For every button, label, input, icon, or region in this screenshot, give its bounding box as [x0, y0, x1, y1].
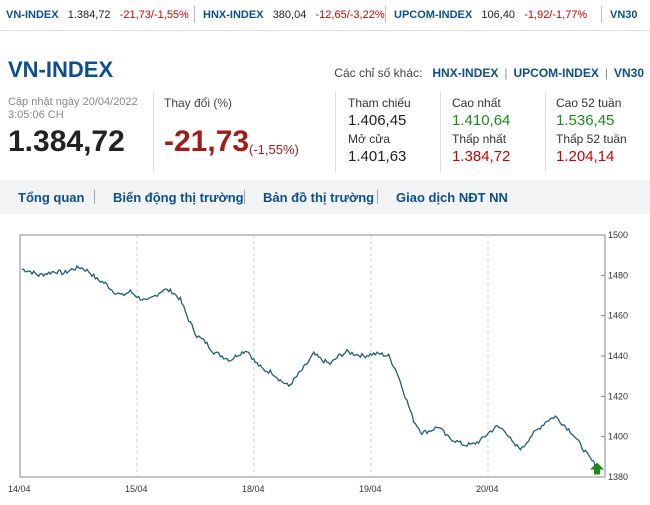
tab-market-map[interactable]: Bản đồ thị trường: [263, 190, 375, 205]
x-tick-label: 15/04: [125, 484, 148, 494]
stat-value: 1.204,14: [556, 148, 615, 165]
tab-divider: [94, 190, 95, 204]
last-point-arrow-icon: [590, 462, 604, 475]
stat-label: Thấp nhất: [452, 132, 507, 146]
update-clock: 3:05:06 CH: [8, 109, 64, 121]
index-change: -21,73: [164, 125, 250, 158]
x-tick-label: 18/04: [242, 484, 265, 494]
divider: [153, 92, 154, 172]
plot-frame: [19, 234, 606, 478]
other-indices: Các chỉ số khác: HNX-INDEX | UPCOM-INDEX | V…: [334, 66, 644, 80]
stat-high: Cao nhất 1.410,64: [452, 96, 510, 129]
ticker-divider: [601, 6, 602, 23]
link-divider: |: [504, 66, 508, 80]
divider: [440, 92, 441, 172]
ticker-price: 380,04: [272, 9, 307, 21]
update-date: Cập nhật ngày 20/04/2022: [8, 96, 138, 108]
stat-low-52w: Thấp 52 tuần 1.204,14: [556, 132, 627, 165]
tab-bar: Tổng quan Biến động thị trường Bản đồ th…: [0, 180, 650, 214]
index-change-percent: (-1,55%): [249, 142, 299, 157]
y-tick-label: 1420: [608, 391, 628, 401]
x-tick-label: 19/04: [359, 484, 382, 494]
stat-label: Mở cửa: [348, 132, 390, 146]
index-line: [21, 264, 598, 468]
stat-value: 1.406,45: [348, 112, 407, 129]
page-title: VN-INDEX: [8, 57, 114, 82]
link-upcom-index[interactable]: UPCOM-INDEX: [513, 66, 599, 80]
ticker-change: -1,92/-1,77%: [524, 9, 588, 21]
tab-divider: [244, 190, 245, 204]
index-value: 1.384,72: [8, 125, 125, 158]
tab-foreign-trading[interactable]: Giao dịch NĐT NN: [396, 190, 508, 205]
stat-low: Thấp nhất 1.384,72: [452, 132, 510, 165]
y-tick-label: 1440: [608, 351, 628, 361]
link-vn30[interactable]: VN30: [613, 66, 644, 80]
ticker-change: -21,73/-1,55%: [119, 9, 189, 21]
link-divider: |: [604, 66, 608, 80]
index-ticker: VN-INDEX 1.384,72 -21,73/-1,55% HNX-INDE…: [0, 0, 650, 31]
divider: [335, 92, 336, 172]
change-label: Thay đổi (%): [164, 96, 233, 110]
stat-high-52w: Cao 52 tuần 1.536,45: [556, 96, 621, 129]
stat-reference: Tham chiếu 1.406,45: [348, 96, 411, 129]
ticker-change: -12,65/-3,22%: [315, 9, 385, 21]
y-tick-label: 1460: [608, 311, 628, 321]
y-tick-label: 1480: [608, 270, 628, 280]
ticker-item-vnindex[interactable]: VN-INDEX 1.384,72 -21,73/-1,55%: [6, 9, 189, 21]
ticker-name: VN30: [610, 9, 638, 21]
ticker-item-upcomindex[interactable]: UPCOM-INDEX 106,40 -1,92/-1,77%: [394, 9, 587, 21]
ticker-name: HNX-INDEX: [203, 9, 264, 21]
stat-label: Cao 52 tuần: [556, 96, 622, 110]
y-tick-label: 1500: [608, 230, 628, 240]
other-indices-label: Các chỉ số khác:: [334, 66, 423, 80]
stat-value: 1.384,72: [452, 148, 511, 165]
ticker-price: 106,40: [481, 9, 516, 21]
ticker-item-hnxindex[interactable]: HNX-INDEX 380,04 -12,65/-3,22%: [203, 9, 385, 21]
update-time: Cập nhật ngày 20/04/2022 3:05:06 CH: [8, 96, 138, 122]
ticker-divider: [194, 6, 195, 23]
chart-grid: [136, 234, 605, 478]
ticker-name: UPCOM-INDEX: [394, 9, 473, 21]
x-tick-label: 20/04: [476, 484, 499, 494]
x-tick-label: 14/04: [8, 484, 31, 494]
x-axis-labels: 14/04 15/04 18/04 19/04 20/04: [8, 484, 499, 494]
ticker-item-vn30[interactable]: VN30: [610, 9, 638, 21]
tab-overview[interactable]: Tổng quan: [18, 190, 85, 205]
y-tick-label: 1400: [608, 432, 628, 442]
link-hnx-index[interactable]: HNX-INDEX: [432, 66, 499, 80]
y-tick-label: 1380: [608, 472, 628, 482]
ticker-name: VN-INDEX: [6, 9, 59, 21]
tab-market-movement[interactable]: Biến động thị trường: [113, 190, 244, 205]
stat-open: Mở cửa 1.401,63: [348, 132, 406, 165]
stat-value: 1.410,64: [452, 112, 511, 129]
tab-divider: [377, 190, 378, 204]
stat-label: Thấp 52 tuần: [556, 132, 627, 146]
stat-value: 1.401,63: [348, 148, 407, 165]
stat-label: Cao nhất: [452, 96, 501, 110]
stat-label: Tham chiếu: [348, 96, 411, 110]
stat-value: 1.536,45: [556, 112, 615, 129]
ticker-price: 1.384,72: [67, 9, 111, 21]
y-axis-labels: 1380 1400 1420 1440 1460 1480 1500: [608, 230, 628, 482]
divider: [545, 92, 546, 172]
ticker-divider: [385, 6, 386, 23]
